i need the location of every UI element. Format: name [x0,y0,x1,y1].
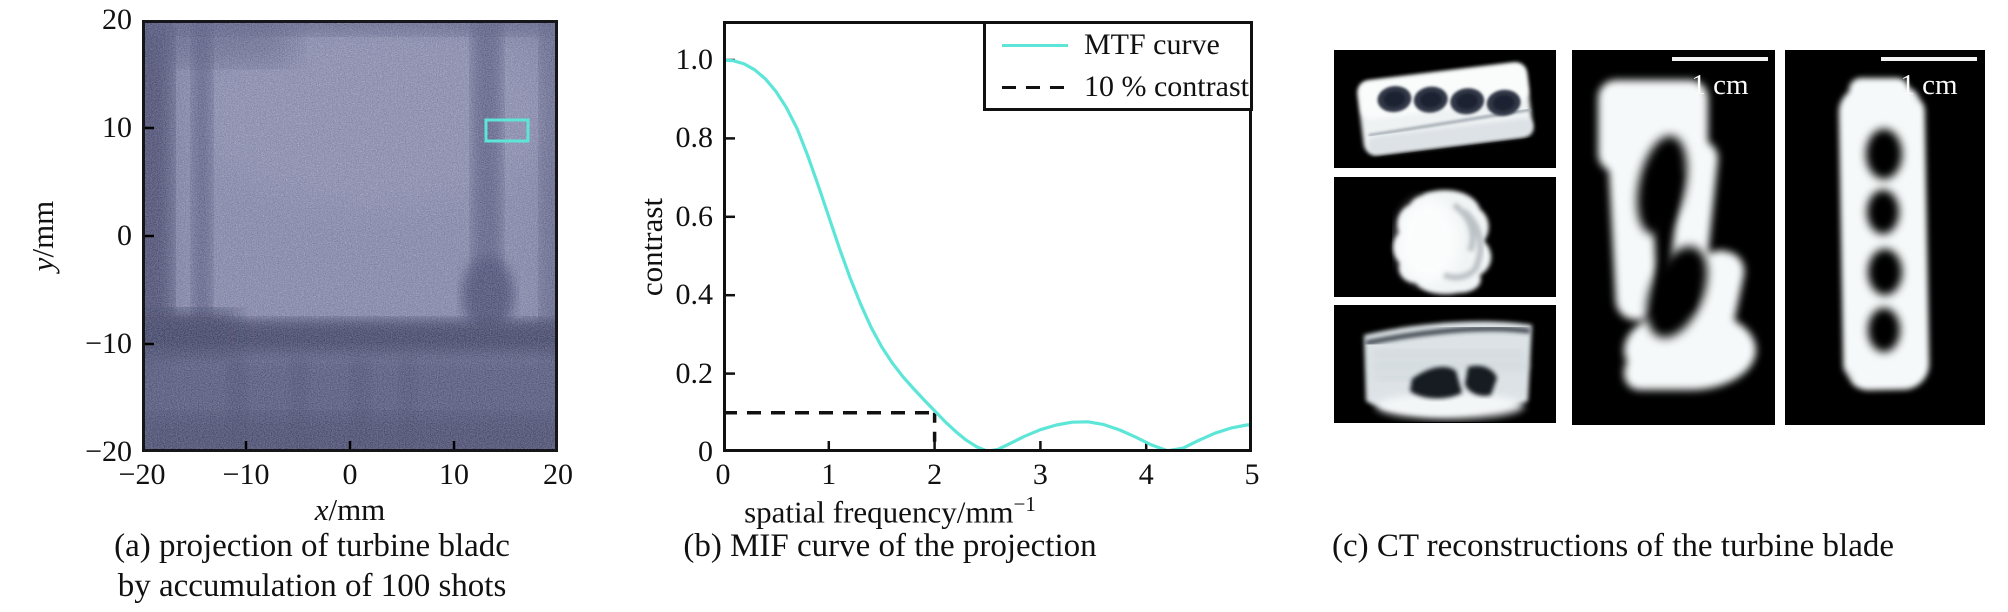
panel-b-x-tick-label: 0 [715,458,731,491]
panel-a-y-tick-label: −20 [85,435,132,468]
legend: MTF curve 10 % contrast [983,21,1253,111]
legend-line-sample-solid [1002,43,1068,47]
panel-b-y-tick-label: 0 [698,435,713,468]
panel-b-axis-ticks [723,58,1252,452]
panel-a-y-tick-label: 10 [102,111,132,144]
panel-b-x-tick-label: 4 [1138,458,1154,491]
panel-a-plot-frame [142,20,558,452]
panel-b-y-tick-label: 1.0 [675,43,714,76]
panel-c-caption: (c) CT reconstructions of the turbine bl… [1331,528,1895,564]
panel-a-x-tick-label: 10 [439,458,469,491]
legend-label: 10 % contrast [1084,70,1249,103]
ct-render-slab-with-arches [1334,305,1556,423]
panel-b-x-tick-label: 3 [1032,458,1048,491]
ct-render-blade-front-view: 1 cm [1785,50,1985,425]
panel-b-y-tick-label: 0.6 [675,199,714,233]
panel-a-x-axis-title: x/mm [314,492,386,527]
legend-label: MTF curve [1084,28,1220,61]
ct-render-blade-side-view: 1 cm [1572,50,1775,425]
mtf-curve-line [723,58,1252,452]
scale-bar-right [1881,57,1977,61]
roi-highlight-box [484,118,530,143]
scale-bar-middle [1672,57,1768,61]
panel-b-x-tick-label: 1 [821,458,837,491]
panel-a-y-tick-label: 0 [117,219,132,252]
panel-b-x-axis-title: spatial frequency/mm−1 [744,492,1036,530]
panel-b-y-tick-label: 0.2 [675,356,714,390]
panel-a-projection-image [142,20,558,452]
block-holes [1377,86,1521,116]
projection-image-content [142,20,558,452]
panel-a-x-tick-label: −10 [222,458,270,491]
panel-b-x-tick-label: 5 [1244,458,1260,491]
panel-a-y-tick-label: 20 [102,3,132,36]
panel-a-caption-line1: (a) projection of turbine bladc [114,528,510,564]
ct-render-rough-chunk [1334,177,1556,297]
scale-bar-right-label: 1 cm [1900,69,1958,101]
panel-a-x-tick-label: 20 [543,458,573,491]
panel-b-y-tick-label: 0.4 [675,278,714,312]
panel-a-y-tick-label: −10 [85,327,132,360]
legend-entry-mtf-curve: MTF curve [1002,24,1250,66]
scale-bar-middle-label: 1 cm [1691,69,1749,101]
ct-render-block-with-holes [1334,50,1556,168]
legend-line-sample-dashed [1002,85,1068,89]
panel-b-caption: (b) MIF curve of the projection [683,528,1097,564]
legend-entry-10-percent-contrast: 10 % contrast [1002,66,1250,108]
panel-b-y-tick-label: 0.8 [675,121,714,155]
panel-b-x-tick-label: 2 [927,458,943,491]
panel-a-x-tick-label: −20 [118,458,166,491]
panel-a-x-tick-label: 0 [342,458,358,491]
panel-a-caption-line2: by accumulation of 100 shots [117,568,507,604]
